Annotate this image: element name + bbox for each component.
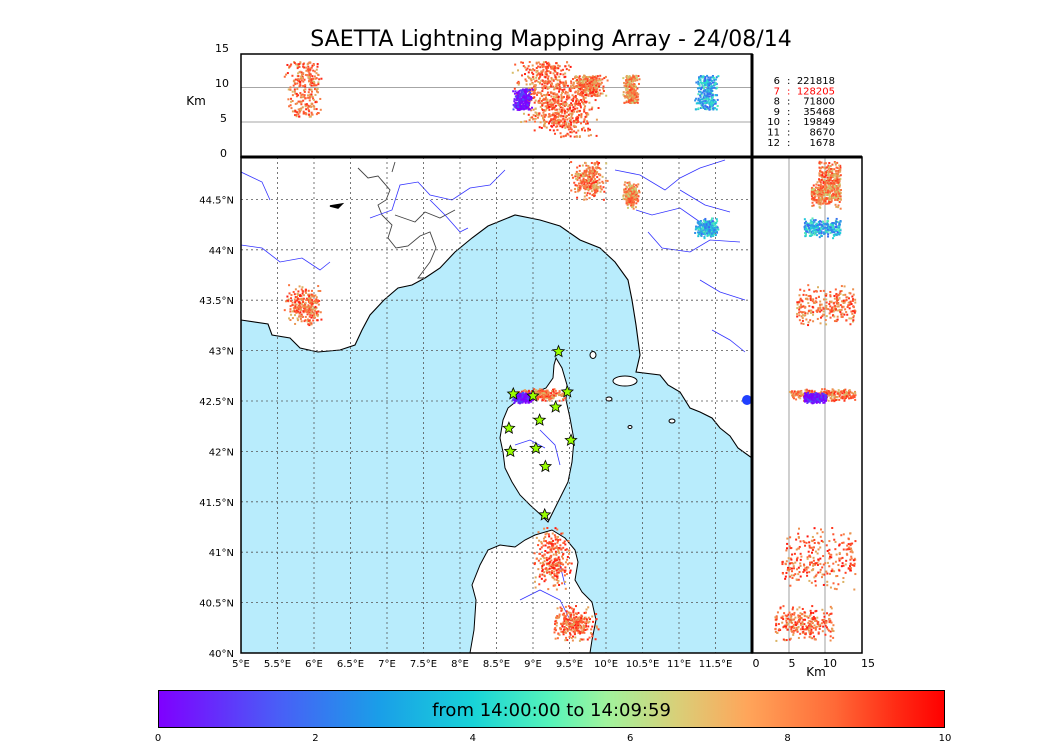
station-count-separator: : [787,86,790,97]
station-count-value: 71800 [803,97,835,108]
station-count-stations: 7 [774,86,780,97]
station-count-value: 8670 [810,128,835,139]
lon-tick-label: 7.5°E [410,659,437,670]
lon-tick-label: 5°E [232,659,250,670]
lat-tick-label: 42°N [209,447,234,458]
figure-title: SAETTA Lightning Mapping Array - 24/08/1… [310,27,791,52]
lon-tick-label: 5.5°E [264,659,291,670]
lma-stations [502,344,578,521]
lma-station-star [529,441,543,455]
lat-tick-label: 44°N [209,246,234,257]
station-count-stations: 9 [774,107,780,118]
station-count-separator: : [787,97,790,108]
lightning-map-figure: SAETTA Lightning Mapping Array - 24/08/1… [186,27,875,679]
altitude-tick-5: 5 [220,112,227,125]
station-count-stations: 12 [767,138,780,149]
lat-tick-label: 42.5°N [199,397,234,408]
side-tick-10: 10 [823,657,837,670]
time-colorbar: from 14:00:00 to 14:09:59 [158,690,945,728]
colorbar-tick-label: 2 [312,733,319,744]
lma-station-star [506,386,520,400]
lat-tick-label: 44.5°N [199,195,234,206]
lat-tick-label: 41°N [209,548,234,559]
side-tick-15: 15 [861,657,875,670]
capraia-island [589,351,597,359]
lat-tick-label: 43.5°N [199,296,234,307]
rivers [241,159,746,621]
lma-station-star [526,388,540,402]
colorbar-tick-label: 10 [938,733,952,744]
station-count-separator: : [787,107,790,118]
altitude-tick-0: 0 [220,147,227,160]
lma-station-star [503,444,518,458]
station-count-legend: 6:2218187:1282058:718009:3546810:1984911… [752,54,862,157]
altitude-panel: 15 10 5 0 Km [186,42,753,160]
side-tick-5: 5 [789,657,796,670]
colorbar-tick-label: 6 [627,733,634,744]
station-count-value: 221818 [797,76,835,87]
station-count-value: 35468 [803,107,835,118]
lma-station-star [502,421,516,434]
lon-tick-label: 11°E [667,659,691,670]
lon-tick-label: 9.5°E [556,659,583,670]
lma-station-star [538,507,552,521]
sardinia-island [469,529,597,653]
lon-tick-label: 8°E [451,659,469,670]
station-count-separator: : [787,76,790,87]
altitude-tick-10: 10 [215,77,229,90]
lon-tick-label: 10°E [594,659,618,670]
lat-tick-label: 41.5°N [199,498,234,509]
altitude-lightning-points [283,61,720,139]
graticule [241,157,752,653]
lon-tick-label: 6°E [305,659,323,670]
altitude-axis-label: Km [186,94,206,108]
station-count-stations: 6 [774,76,780,87]
early-strike-marker [742,395,752,405]
elba-island [612,375,638,387]
lma-station-star [551,344,566,358]
colorbar-tick-label: 8 [784,733,791,744]
lma-station-star [560,384,574,398]
lat-tick-label: 40°N [209,649,234,660]
station-count-value: 128205 [797,86,835,97]
station-count-stations: 10 [767,117,780,128]
station-count-stations: 11 [767,128,780,139]
altitude-tick-15: 15 [215,42,229,55]
station-count-separator: : [787,138,790,149]
colorbar-tick-label: 0 [154,733,162,744]
colorbar-tick-label: 4 [469,733,476,744]
station-count-separator: : [787,128,790,139]
side-axis-label: Km [806,665,826,679]
lon-tick-label: 7°E [378,659,396,670]
station-count-stations: 8 [774,97,780,108]
lat-tick-label: 43°N [209,347,234,358]
map-panel: 5°E 5.5°E 6°E 6.5°E 7°E 7.5°E 8°E 8.5°E 9°E 9.5°E… [199,156,753,670]
lon-tick-label: 9°E [524,659,542,670]
lma-station-star [548,399,563,413]
station-count-separator: : [787,117,790,128]
station-count-value: 19849 [803,117,835,128]
lat-tick-label: 40.5°N [199,599,234,610]
side-altitude-panel: 0 5 10 15 Km [751,156,875,679]
side-tick-0: 0 [753,657,760,670]
lon-tick-label: 6.5°E [337,659,364,670]
colorbar-time-range: from 14:00:00 to 14:09:59 [432,700,671,721]
station-count-value: 1678 [810,138,835,149]
lon-tick-label: 8.5°E [483,659,510,670]
montecristo-island [627,425,633,429]
lon-tick-label: 11.5°E [699,659,733,670]
lma-station-star [538,459,553,473]
giglio-island [668,418,676,424]
lma-station-star [564,433,578,447]
side-lightning-points [774,160,857,642]
lon-tick-label: 10.5°E [626,659,660,670]
pianosa-island [605,396,613,402]
lma-station-star [532,413,547,426]
